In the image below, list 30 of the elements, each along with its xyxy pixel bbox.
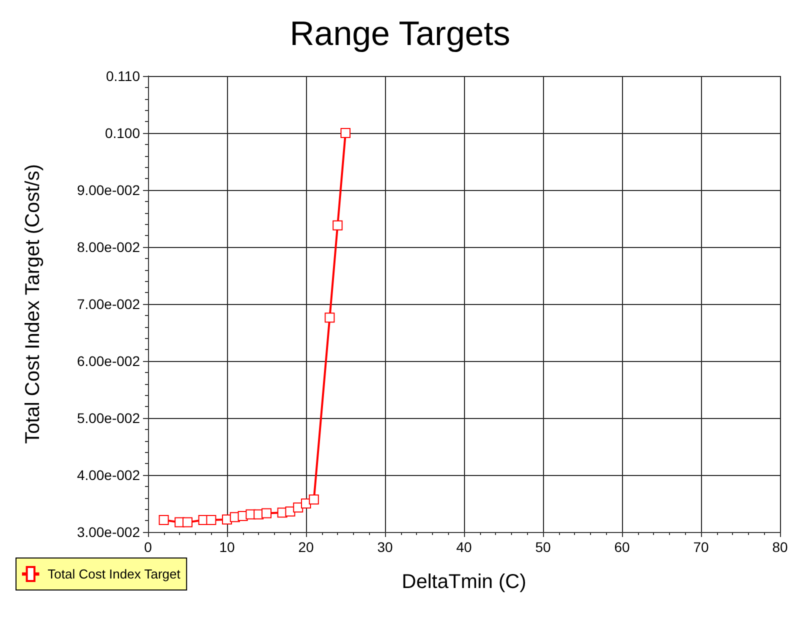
x-tick-label: 0 [144, 539, 152, 555]
y-tick-label: 0.110 [106, 68, 140, 84]
point [324, 312, 335, 323]
x-tick-label: 80 [772, 539, 788, 555]
point [332, 220, 343, 230]
point [182, 517, 192, 528]
point [262, 508, 272, 518]
x-tick-label: 60 [614, 539, 630, 555]
point [340, 128, 350, 138]
x-tick-label: 30 [377, 539, 393, 555]
y-tick-label: 8.00e-002 [76, 239, 140, 255]
y-tick-label: 7.00e-002 [76, 296, 140, 312]
y-tick-label: 5.00e-002 [76, 410, 140, 426]
x-axis-title: DeltaTmin (C) [402, 571, 526, 593]
y-tick-label: 4.00e-002 [76, 467, 140, 483]
x-tick-label: 40 [456, 539, 472, 555]
y-tick-label: 9.00e-002 [76, 182, 140, 198]
legend-label: Total Cost Index Target [48, 566, 181, 582]
y-tick-label: 6.00e-002 [76, 353, 140, 369]
x-tick-label: 50 [535, 539, 551, 555]
y-axis-title: Total Cost Index Target (Cost/s) [22, 164, 44, 444]
x-tick-label: 10 [219, 539, 235, 555]
point [308, 494, 319, 505]
point [206, 515, 216, 526]
point [158, 515, 169, 526]
x-tick-label: 70 [693, 539, 709, 555]
chart-title: Range Targets [290, 15, 510, 53]
x-tick-label: 20 [298, 539, 314, 555]
y-tick-label: 3.00e-002 [76, 524, 140, 540]
y-tick-label: 0.100 [104, 125, 140, 141]
